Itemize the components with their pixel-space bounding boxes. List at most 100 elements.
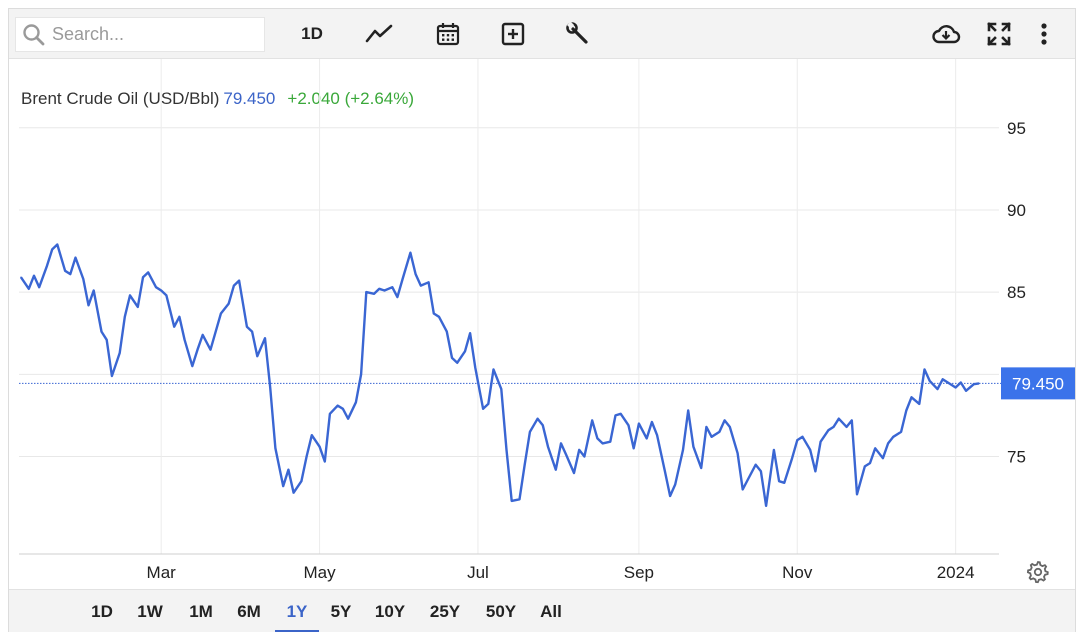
range-button-1d[interactable]: 1D (91, 602, 113, 621)
data-point (129, 294, 131, 297)
gear-icon (1026, 560, 1049, 584)
data-point (373, 293, 375, 295)
interval-button[interactable]: 1D (301, 24, 323, 43)
data-point (401, 278, 404, 280)
data-point (69, 273, 72, 275)
search-input[interactable] (50, 23, 254, 46)
data-point (918, 403, 921, 405)
download-button[interactable] (928, 19, 964, 49)
data-point (583, 455, 586, 458)
data-point (64, 270, 66, 272)
data-point (28, 288, 30, 290)
data-point (124, 316, 126, 318)
range-button-1m[interactable]: 1M (189, 602, 213, 621)
data-point (674, 483, 676, 486)
price-series-line (20, 243, 980, 507)
data-point (669, 495, 671, 497)
range-button-all[interactable]: All (540, 602, 562, 621)
add-comparison-button[interactable] (495, 19, 531, 49)
data-point (700, 467, 702, 469)
x-tick-label: Nov (782, 563, 813, 582)
data-point (318, 445, 321, 448)
more-options-button[interactable] (1029, 19, 1059, 49)
data-point (523, 463, 526, 466)
y-tick-label: 95 (1007, 119, 1026, 138)
data-point (936, 388, 939, 390)
data-point (92, 289, 95, 292)
data-point (191, 365, 194, 367)
data-point (105, 339, 108, 341)
data-point (845, 426, 848, 428)
date-range-button[interactable] (430, 19, 466, 49)
data-point (355, 401, 357, 404)
data-point (396, 296, 399, 298)
data-point (201, 334, 204, 336)
more-vertical-icon (1041, 23, 1047, 45)
price-chart[interactable]: 7580859095MarMayJulSepNov202479.450 (9, 59, 1077, 599)
range-button-1w[interactable]: 1W (137, 602, 163, 621)
data-point (51, 248, 53, 251)
data-point (601, 442, 604, 445)
range-button-25y[interactable]: 25Y (429, 602, 461, 621)
data-point (74, 256, 77, 259)
data-point (118, 352, 121, 354)
data-point (173, 325, 175, 328)
data-point (723, 419, 726, 422)
wrench-icon (566, 21, 588, 44)
data-point (627, 424, 630, 427)
x-tick-label: Sep (624, 563, 654, 582)
range-button-1y[interactable]: 1Y (275, 590, 319, 632)
data-point (20, 276, 22, 279)
data-point (791, 457, 793, 460)
data-point (409, 251, 412, 254)
data-point (874, 447, 876, 450)
data-point (342, 408, 344, 410)
data-point (651, 421, 653, 423)
x-tick-label: Mar (147, 563, 177, 582)
data-point (536, 417, 539, 420)
data-point (619, 413, 622, 415)
data-point (682, 449, 684, 451)
data-point (814, 470, 817, 473)
price-change: +2.040 (+2.64%) (287, 89, 415, 108)
search-box[interactable] (15, 17, 265, 52)
data-point (420, 284, 422, 287)
settings-gear-button[interactable] (1025, 559, 1051, 585)
data-point (56, 243, 59, 246)
range-button-5y[interactable]: 5Y (330, 602, 352, 621)
data-point (718, 431, 721, 433)
fullscreen-button[interactable] (981, 19, 1017, 49)
data-point (809, 449, 811, 451)
data-point (555, 468, 557, 471)
data-point (887, 442, 889, 445)
data-point (864, 465, 866, 468)
data-point (542, 424, 544, 427)
data-point (196, 348, 199, 351)
data-point (287, 468, 290, 471)
data-point (251, 330, 253, 333)
data-point (492, 368, 495, 371)
data-point (518, 498, 521, 501)
data-point (383, 289, 386, 292)
data-point (773, 449, 775, 451)
data-point (378, 288, 381, 290)
line-chart-icon (365, 24, 393, 43)
data-point (246, 325, 248, 328)
data-point (656, 434, 658, 437)
data-point (710, 436, 713, 438)
range-button-10y[interactable]: 10Y (374, 602, 406, 621)
y-tick-label: 75 (1007, 448, 1026, 467)
data-point (336, 404, 339, 407)
data-point (414, 273, 417, 275)
data-point (910, 396, 913, 399)
data-point (856, 493, 858, 496)
data-point (578, 449, 580, 451)
indicators-button[interactable] (560, 19, 596, 49)
data-point (705, 426, 708, 428)
range-button-6m[interactable]: 6M (237, 602, 261, 621)
range-button-50y[interactable]: 50Y (485, 602, 517, 621)
data-point (838, 417, 840, 420)
data-point (827, 429, 830, 432)
data-point (111, 375, 113, 377)
chart-type-button[interactable] (361, 19, 397, 49)
